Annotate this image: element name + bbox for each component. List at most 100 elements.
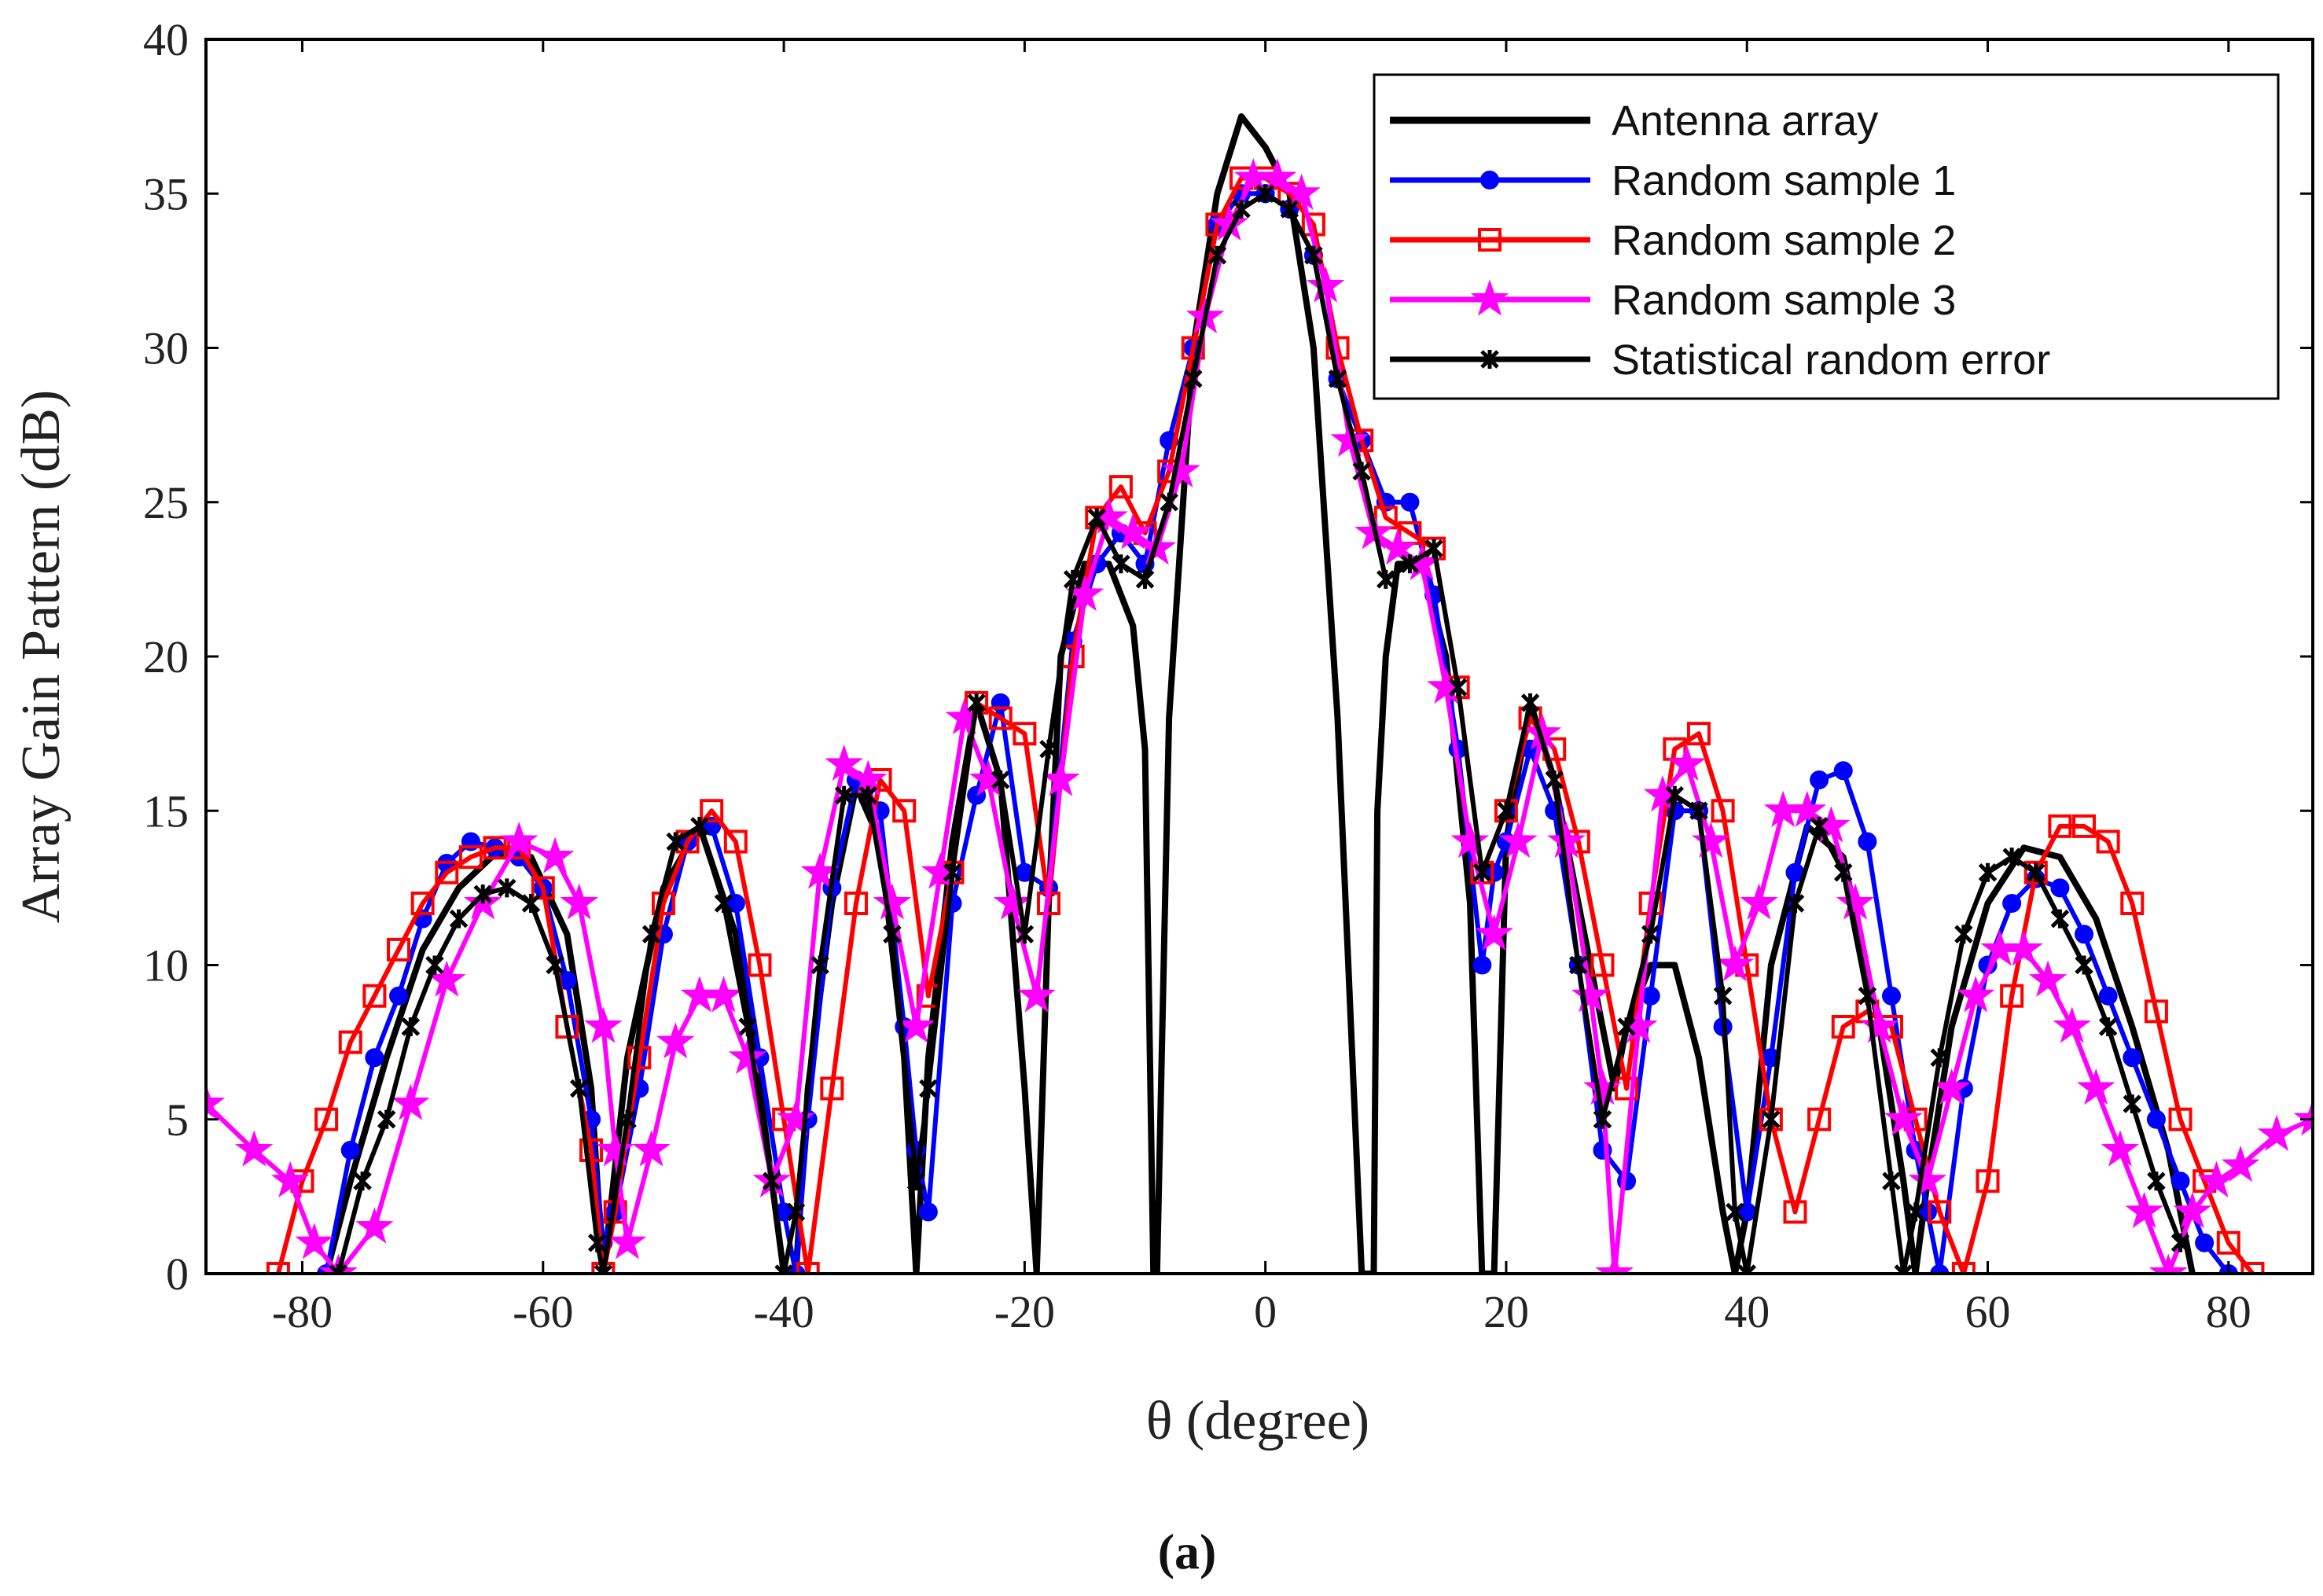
- statistical-random-error-point-78: [2098, 1017, 2118, 1036]
- statistical-random-error-point-8: [521, 894, 541, 913]
- random-sample-3-point-30: [993, 883, 1032, 920]
- random-sample-3-point-10: [535, 837, 575, 873]
- statistical-random-error-point-48: [1424, 539, 1443, 558]
- random-sample-3-point-31: [1017, 976, 1056, 1013]
- random-sample-1-point-80: [2123, 1048, 2142, 1068]
- random-sample-3-point-76: [2077, 1068, 2115, 1105]
- y-axis-label: Array Gain Pattern (dB): [11, 390, 72, 923]
- random-sample-3-point-80: [2173, 1191, 2212, 1229]
- random-sample-3-point-12: [584, 1006, 623, 1043]
- random-sample-2-point-77: [2096, 829, 2120, 854]
- statistical-random-error-point-63: [1762, 1109, 1781, 1129]
- statistical-random-error-point-6: [473, 884, 492, 904]
- statistical-random-error-point-79: [2123, 1094, 2142, 1114]
- statistical-random-error-point-70: [1906, 1202, 1925, 1222]
- random-sample-3-point-11: [560, 883, 599, 920]
- random-sample-2-point-65: [1807, 1107, 1832, 1131]
- statistical-random-error-point-13: [618, 1109, 637, 1129]
- statistical-random-error-point-1: [353, 1171, 372, 1191]
- random-sample-1-point-58: [1617, 1171, 1637, 1191]
- random-sample-3-point-13: [596, 1130, 634, 1167]
- statistical-random-error-point-17: [714, 894, 733, 913]
- series-random-sample-3: [206, 158, 2313, 1274]
- random-sample-3-point-37: [1162, 450, 1200, 488]
- statistical-random-error-point-65: [1810, 816, 1829, 836]
- statistical-random-error-point-19: [763, 1171, 781, 1191]
- random-sample-2-point-0: [266, 1262, 290, 1274]
- random-sample-3-point-66: [1836, 883, 1875, 920]
- statistical-random-error-point-54: [1569, 955, 1588, 975]
- random-sample-1-point-1: [340, 1141, 360, 1160]
- statistical-random-error-point-29: [967, 693, 986, 712]
- random-sample-2-point-36: [1108, 475, 1133, 499]
- random-sample-2-point-23: [796, 1262, 820, 1274]
- legend-label-antenna-array: Antenna array: [1612, 97, 1878, 145]
- random-sample-3-point-82: [2221, 1146, 2260, 1182]
- statistical-random-error-point-61: [1726, 1202, 1744, 1222]
- random-sample-3-point-81: [2197, 1160, 2236, 1197]
- statistical-random-error-point-52: [1520, 693, 1540, 712]
- random-sample-2-point-6: [410, 892, 435, 915]
- random-sample-2-point-13: [579, 1138, 604, 1162]
- statistical-random-error-point-47: [1400, 554, 1420, 574]
- statistical-random-error-point-25: [883, 925, 902, 944]
- random-sample-1-point-77: [2050, 878, 2070, 898]
- statistical-random-error-point-81: [2170, 1233, 2190, 1252]
- legend-label-random-sample-2: Random sample 2: [1612, 217, 1956, 264]
- statistical-random-error-point-3: [401, 1017, 421, 1036]
- random-sample-2-point-83: [2240, 1262, 2265, 1274]
- statistical-random-error-point-34: [1087, 508, 1107, 528]
- random-sample-3-point-54: [1571, 976, 1610, 1013]
- random-sample-2-point-27: [892, 799, 917, 823]
- random-sample-3-point-19: [728, 1037, 767, 1074]
- legend-label-random-sample-3: Random sample 3: [1612, 277, 1956, 324]
- statistical-random-error-point-26: [906, 1171, 926, 1191]
- y-tick-label: 40: [143, 14, 189, 65]
- statistical-random-error-point-55: [1593, 1109, 1612, 1129]
- legend-entry-random-sample-2: Random sample 2: [1390, 217, 1956, 264]
- random-sample-3-point-legend: [1470, 279, 1509, 316]
- statistical-random-error-point-18: [738, 1017, 757, 1036]
- random-sample-1-point-81: [2146, 1109, 2166, 1129]
- statistical-random-error-point-75: [2027, 862, 2045, 882]
- series-statistical-random-error: [329, 184, 2190, 1274]
- x-tick-label: -20: [994, 1286, 1055, 1337]
- random-sample-2-point-19: [700, 799, 724, 823]
- series-line-statistical-random-error: [336, 191, 2183, 1274]
- statistical-random-error-point-41: [1255, 184, 1275, 204]
- y-tick-label: 30: [143, 323, 189, 374]
- statistical-random-error-point-15: [666, 832, 686, 851]
- random-sample-2-point-80: [2168, 1107, 2193, 1131]
- statistical-random-error-point-53: [1545, 770, 1564, 789]
- statistical-random-error-point-74: [2002, 848, 2021, 867]
- random-sample-3-point-15: [632, 1130, 671, 1167]
- statistical-random-error-point-22: [810, 955, 829, 975]
- statistical-random-error-point-68: [1882, 1171, 1901, 1191]
- random-sample-2-point-76: [2072, 814, 2097, 838]
- random-sample-2-point-4: [362, 984, 387, 1008]
- random-sample-2-point-2: [314, 1107, 339, 1131]
- statistical-random-error-point-21: [786, 1202, 806, 1222]
- random-sample-1-point-legend: [1480, 171, 1499, 189]
- random-sample-1-point-68: [1858, 832, 1877, 851]
- axes: -80 -60 -40 -20 0 20 40 60 80 0 5 10 15 20 25 30 35 40: [143, 14, 2313, 1337]
- statistical-random-error-point-9: [546, 955, 564, 975]
- random-sample-2-point-31: [988, 706, 1013, 730]
- statistical-random-error-point-67: [1858, 986, 1877, 1006]
- random-sample-2-point-8: [458, 845, 483, 870]
- statistical-random-error-point-31: [1015, 925, 1035, 944]
- random-sample-3-point-62: [1740, 883, 1778, 920]
- statistical-random-error-point-23: [834, 785, 854, 805]
- statistical-random-error-point-27: [919, 1079, 938, 1098]
- random-sample-3-point-46: [1378, 528, 1417, 565]
- random-sample-2-point-9: [483, 836, 507, 860]
- random-sample-1-point-71: [1917, 1202, 1937, 1222]
- statistical-random-error-point-59: [1689, 801, 1708, 821]
- random-sample-3-point-83: [2257, 1114, 2296, 1152]
- statistical-random-error-point-71: [1930, 1048, 1950, 1068]
- legend: Antenna array Random sample 1 Random sampl…: [1373, 73, 2280, 400]
- random-sample-2-point-61: [1711, 799, 1735, 823]
- random-sample-3-point-59: [1667, 744, 1706, 781]
- random-sample-2-point-16: [627, 1046, 652, 1070]
